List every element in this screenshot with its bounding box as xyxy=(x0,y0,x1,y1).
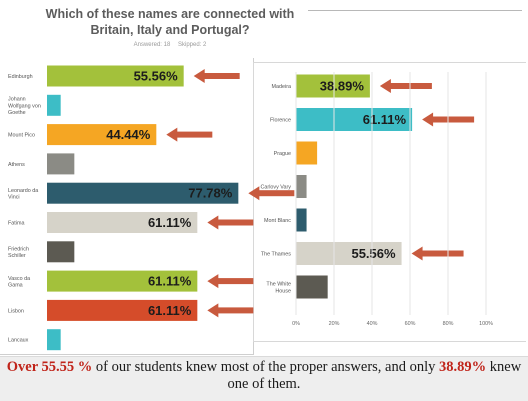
left-category-label-1: Johann Wolfgang von Goethe xyxy=(8,97,41,116)
right-category-label-5: The Thames xyxy=(261,252,291,258)
left-value-label-4: 77.78% xyxy=(188,186,233,201)
left-value-label-0: 55.56% xyxy=(134,69,179,84)
right-category-label-3: Carlovy Vary xyxy=(261,185,292,191)
right-arrow-5 xyxy=(411,246,464,261)
right-value-label-1: 61.11% xyxy=(363,112,407,127)
title-line-2: Britain, Italy and Portugal? xyxy=(90,23,250,37)
left-value-label-8: 61.11% xyxy=(148,303,192,318)
right-bar-3 xyxy=(296,175,307,198)
right-value-label-5: 55.56% xyxy=(351,246,396,261)
left-arrow-8 xyxy=(207,303,254,318)
right-category-label-2: Prague xyxy=(274,151,291,157)
footer-text-2: knew one of them. xyxy=(227,359,522,392)
left-bar-9 xyxy=(47,329,61,351)
right-tick-label-4: 80% xyxy=(443,321,454,327)
left-bar-0 xyxy=(47,65,184,87)
left-bar-4 xyxy=(47,182,239,204)
left-bar-6 xyxy=(47,241,75,263)
left-bar-3 xyxy=(47,153,75,175)
left-arrow-0 xyxy=(193,69,240,83)
title-line-1: Which of these names are connected with xyxy=(45,7,295,21)
left-arrow-5 xyxy=(207,215,254,230)
left-bar-8 xyxy=(47,299,198,321)
footer-highlight-2: 38.89% xyxy=(439,359,487,375)
bar-charts: Madeira 38.89% Florence 61.11% Prague Carlovy… xyxy=(8,65,493,351)
right-tick-label-1: 20% xyxy=(329,321,340,327)
left-arrow-4 xyxy=(248,186,295,201)
right-value-label-0: 38.89% xyxy=(320,79,365,94)
left-category-label-8: Lisbon xyxy=(8,308,24,314)
left-value-label-7: 61.11% xyxy=(148,274,192,289)
left-category-label-3: Athens xyxy=(8,162,25,168)
answered-count: Answered: 18 xyxy=(133,42,171,48)
left-bar-2 xyxy=(47,124,157,146)
left-category-label-9: Lancaux xyxy=(8,338,29,344)
right-bar-6 xyxy=(296,275,328,299)
left-category-label-6: Friedrich Schiller xyxy=(8,247,29,260)
right-tick-label-2: 40% xyxy=(367,321,378,327)
footer-highlight-1: Over 55.55 % xyxy=(6,359,93,375)
right-bar-4 xyxy=(296,208,307,232)
left-category-label-5: Fatima xyxy=(8,221,24,227)
left-category-label-0: Edinburgh xyxy=(8,74,33,80)
left-category-label-4: Leonardo da Vinci xyxy=(8,188,38,201)
right-bar-1 xyxy=(296,108,413,131)
footer-bar xyxy=(0,356,528,401)
left-value-label-2: 44.44% xyxy=(106,127,151,142)
footer-caption: Over 55.55 % of our students knew most o… xyxy=(0,359,528,393)
left-arrow-2 xyxy=(166,127,213,142)
left-value-label-5: 61.11% xyxy=(148,215,192,230)
right-bar-2 xyxy=(296,141,318,165)
left-category-label-2: Mount Pico xyxy=(8,133,35,139)
chart-title: Which of these names are connected with … xyxy=(40,6,300,38)
skipped-count: Skipped: 2 xyxy=(178,42,207,48)
left-bar-1 xyxy=(47,94,61,116)
right-category-label-1: Florence xyxy=(270,118,291,124)
right-tick-label-3: 60% xyxy=(405,321,416,327)
right-bar-5 xyxy=(296,242,402,265)
right-category-label-4: Mont Blanc xyxy=(264,218,291,224)
left-bar-5 xyxy=(47,212,198,233)
right-tick-label-0: 0% xyxy=(292,321,300,327)
right-category-label-6: The White House xyxy=(266,282,291,295)
footer-text-1: of our students knew most of the proper … xyxy=(92,359,440,375)
right-bar-0 xyxy=(296,74,370,98)
right-arrow-0 xyxy=(379,79,432,93)
right-arrow-1 xyxy=(422,112,475,127)
right-tick-label-5: 100% xyxy=(479,321,493,327)
response-stats: Answered: 18 Skipped: 2 xyxy=(40,42,300,48)
left-bar-7 xyxy=(47,270,198,292)
left-arrow-7 xyxy=(207,274,254,289)
header-divider xyxy=(308,10,522,11)
right-category-label-0: Madeira xyxy=(272,84,291,90)
left-category-label-7: Vasco da Gama xyxy=(8,276,30,289)
